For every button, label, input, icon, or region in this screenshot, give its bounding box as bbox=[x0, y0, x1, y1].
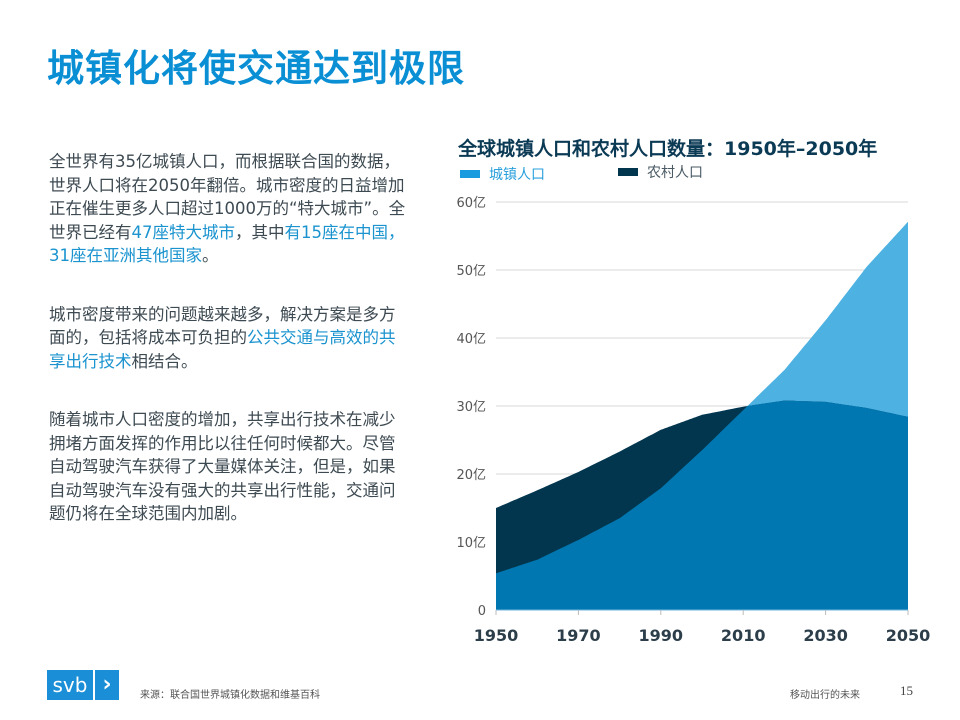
highlight-text: 公共交通与高效的共享出行技术 bbox=[49, 328, 396, 371]
y-tick-label: 30亿 bbox=[456, 400, 486, 415]
x-tick-label: 1970 bbox=[556, 626, 601, 645]
page-title: 城镇化将使交通达到极限 bbox=[47, 47, 465, 90]
chevron-right-icon: › bbox=[95, 670, 119, 700]
x-tick-label: 2030 bbox=[803, 626, 848, 645]
body-text: 全世界有35亿城镇人口，而根据联合国的数据，世界人口将在2050年翻倍。城市密度… bbox=[49, 150, 411, 561]
x-tick-label: 1990 bbox=[639, 626, 684, 645]
y-tick-label: 60亿 bbox=[456, 196, 486, 211]
x-tick-label: 2010 bbox=[721, 626, 766, 645]
highlight-text: 47座特大城市 bbox=[131, 222, 236, 242]
legend-label-urban: 城镇人口 bbox=[489, 167, 545, 183]
overlap-area bbox=[496, 400, 908, 610]
legend-urban: 城镇人口 bbox=[460, 164, 545, 184]
y-tick-label: 50亿 bbox=[456, 264, 486, 279]
paragraph-2: 城市密度带来的问题越来越多，解决方案是多方面的，包括将成本可负担的公共交通与高效… bbox=[49, 303, 411, 374]
svb-logo: svb › bbox=[47, 670, 119, 700]
legend-label-rural: 农村人口 bbox=[647, 165, 703, 181]
x-tick-label: 1950 bbox=[474, 626, 519, 645]
paragraph-1: 全世界有35亿城镇人口，而根据联合国的数据，世界人口将在2050年翻倍。城市密度… bbox=[49, 150, 411, 268]
footer-section: 移动出行的未来 bbox=[790, 690, 860, 701]
logo-text: svb bbox=[47, 670, 93, 700]
text-segment: 相结合。 bbox=[131, 351, 198, 371]
y-tick-label: 40亿 bbox=[456, 332, 486, 347]
legend-swatch-rural bbox=[618, 168, 638, 176]
legend-swatch-urban bbox=[460, 170, 480, 178]
chart-title: 全球城镇人口和农村人口数量：1950年–2050年 bbox=[458, 138, 878, 160]
x-tick-label: 2050 bbox=[886, 626, 931, 645]
y-tick-label: 10亿 bbox=[456, 536, 486, 551]
highlight-text: 有15座在中国，31座在亚洲其他国家 bbox=[49, 222, 405, 266]
y-tick-label: 20亿 bbox=[456, 468, 486, 483]
text-segment: 。 bbox=[202, 246, 219, 265]
text-segment: 城市密度带来的问题越来越多，解决方案是多方面的，包括将成本可负担的 bbox=[49, 304, 396, 348]
source-note: 来源：联合国世界城镇化数据和维基百科 bbox=[140, 690, 320, 701]
y-tick-label: 0 bbox=[478, 604, 486, 619]
page-number: 15 bbox=[900, 683, 913, 698]
legend-rural: 农村人口 bbox=[618, 162, 703, 182]
text-segment: ，其中 bbox=[235, 222, 285, 242]
text-segment: 随着城市人口密度的增加，共享出行技术在减少拥堵方面发挥的作用比以往任何时候都大。… bbox=[49, 410, 396, 523]
paragraph-3: 随着城市人口密度的增加，共享出行技术在减少拥堵方面发挥的作用比以往任何时候都大。… bbox=[49, 408, 411, 526]
text-segment: 全世界有35亿城镇人口，而根据联合国的数据，世界人口将在2050年翻倍。城市密度… bbox=[49, 152, 406, 242]
